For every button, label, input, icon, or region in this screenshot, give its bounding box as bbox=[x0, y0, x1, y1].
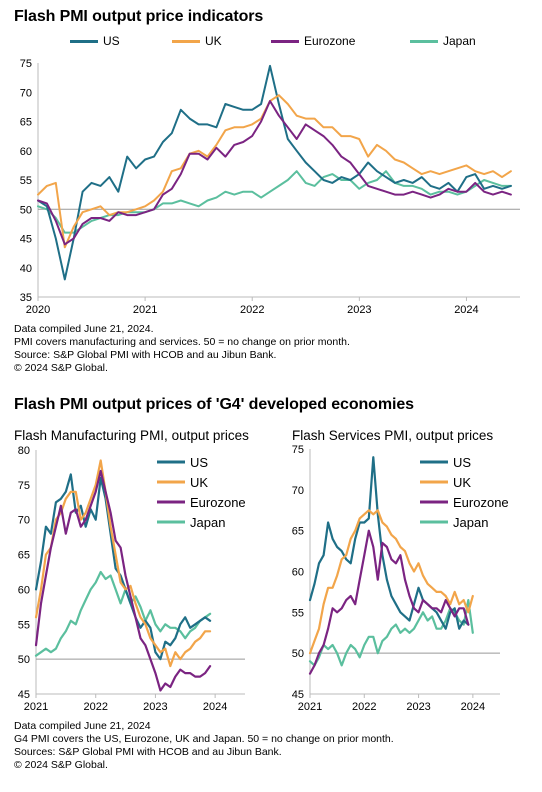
y-tick-label: 65 bbox=[20, 117, 32, 129]
x-tick-label: 2024 bbox=[461, 701, 485, 713]
y-tick-label: 55 bbox=[292, 607, 304, 619]
legend-item-us: US bbox=[70, 34, 120, 48]
series-line-japan bbox=[308, 598, 474, 667]
legend-label-eurozone: Eurozone bbox=[304, 34, 356, 48]
top-note-line: PMI covers manufacturing and services. 5… bbox=[14, 336, 350, 348]
legend-item-japan: Japan bbox=[410, 34, 476, 48]
x-tick-label: 2021 bbox=[298, 701, 322, 713]
legend-label-eurozone: Eurozone bbox=[453, 495, 509, 510]
bottom-note-line: © 2024 S&P Global. bbox=[14, 759, 108, 771]
series-line-uk bbox=[308, 509, 474, 655]
x-tick-label: 2024 bbox=[203, 701, 227, 713]
legend-label-us: US bbox=[190, 455, 208, 470]
legend-swatch-eurozone bbox=[271, 39, 299, 43]
x-tick-label: 2022 bbox=[240, 304, 264, 316]
y-tick-label: 55 bbox=[20, 175, 32, 187]
top-chart-svg: 35 40 45 50 55 60 65 70 75 2020 2021 2022 2023 2024 bbox=[20, 58, 520, 316]
top-chart-legend: US UK Eurozone Japan bbox=[0, 32, 542, 52]
mfg-chart-title: Flash Manufacturing PMI, output prices bbox=[14, 428, 249, 443]
y-tick-label: 70 bbox=[18, 515, 30, 527]
y-tick-label: 70 bbox=[20, 87, 32, 99]
svc-chart-title: Flash Services PMI, output prices bbox=[292, 428, 494, 443]
series-line-eurozone bbox=[308, 529, 470, 675]
y-tick-label: 50 bbox=[292, 648, 304, 660]
svc-chart-svg: 45 50 55 60 65 70 75 2021 2022 2023 2024 US UK Eurozo… bbox=[292, 444, 509, 713]
legend-item-eurozone: Eurozone bbox=[271, 34, 355, 48]
x-tick-label: 2020 bbox=[26, 304, 50, 316]
top-note-line: Data compiled June 21, 2024. bbox=[14, 323, 154, 335]
top-chart-title: Flash PMI output price indicators bbox=[14, 8, 264, 25]
x-tick-label: 2023 bbox=[406, 701, 430, 713]
legend-label-us: US bbox=[453, 455, 471, 470]
y-tick-label: 45 bbox=[18, 689, 30, 701]
legend-item-uk: UK bbox=[172, 34, 222, 48]
series-line-us bbox=[308, 456, 470, 630]
bottom-section-title: Flash PMI output prices of 'G4' develope… bbox=[14, 396, 414, 413]
series-line-uk bbox=[34, 459, 212, 668]
x-tick-label: 2024 bbox=[454, 304, 478, 316]
x-tick-label: 2022 bbox=[352, 701, 376, 713]
y-tick-label: 40 bbox=[20, 263, 32, 275]
legend-label-japan: Japan bbox=[443, 34, 476, 48]
y-tick-label: 50 bbox=[18, 654, 30, 666]
top-chart: 35 40 45 50 55 60 65 70 75 2020 2021 2022 2023 2024 bbox=[0, 0, 542, 325]
y-tick-label: 45 bbox=[20, 234, 32, 246]
y-tick-label: 70 bbox=[292, 485, 304, 497]
top-note-line: © 2024 S&P Global. bbox=[14, 362, 108, 374]
y-tick-label: 75 bbox=[20, 58, 32, 70]
y-tick-label: 60 bbox=[20, 146, 32, 158]
y-tick-label: 60 bbox=[18, 584, 30, 596]
legend-swatch-japan bbox=[410, 39, 438, 43]
y-tick-label: 45 bbox=[292, 689, 304, 701]
x-tick-label: 2023 bbox=[347, 304, 371, 316]
legend-label-eurozone: Eurozone bbox=[190, 495, 246, 510]
bottom-note-line: G4 PMI covers the US, Eurozone, UK and J… bbox=[14, 733, 394, 745]
legend-label-uk: UK bbox=[205, 34, 222, 48]
y-tick-label: 75 bbox=[292, 444, 304, 456]
y-tick-label: 75 bbox=[18, 480, 30, 492]
y-tick-label: 60 bbox=[292, 567, 304, 579]
series-line-eurozone bbox=[34, 469, 212, 692]
y-tick-label: 65 bbox=[18, 550, 30, 562]
y-tick-label: 55 bbox=[18, 619, 30, 631]
top-notes: Data compiled June 21, 2024. PMI covers … bbox=[14, 323, 350, 375]
legend-label-uk: UK bbox=[453, 475, 471, 490]
bottom-notes: Data compiled June 21, 2024 G4 PMI cover… bbox=[14, 720, 394, 772]
series-line-japan bbox=[37, 170, 512, 234]
x-tick-label: 2023 bbox=[143, 701, 167, 713]
y-tick-label: 65 bbox=[292, 526, 304, 538]
bottom-note-line: Sources: S&P Global PMI with HCOB and au… bbox=[14, 746, 282, 758]
y-tick-label: 80 bbox=[18, 445, 30, 457]
bottom-note-line: Data compiled June 21, 2024 bbox=[14, 720, 151, 732]
legend-label-japan: Japan bbox=[190, 515, 225, 530]
legend-swatch-uk bbox=[172, 39, 200, 43]
top-note-line: Source: S&P Global PMI with HCOB and au … bbox=[14, 349, 277, 361]
legend-label-japan: Japan bbox=[453, 515, 488, 530]
x-tick-label: 2021 bbox=[133, 304, 157, 316]
mfg-chart-svg: 45 50 55 60 65 70 75 80 2021 2022 2023 2024 US UK Euro… bbox=[18, 445, 246, 713]
y-tick-label: 35 bbox=[20, 292, 32, 304]
y-tick-label: 50 bbox=[20, 204, 32, 216]
series-line-us bbox=[34, 473, 212, 661]
legend-label-us: US bbox=[103, 34, 120, 48]
x-tick-label: 2022 bbox=[83, 701, 107, 713]
series-line-japan bbox=[34, 570, 212, 657]
series-line-us bbox=[37, 64, 512, 281]
series-line-eurozone bbox=[37, 100, 512, 246]
legend-swatch-us bbox=[70, 39, 98, 43]
x-tick-label: 2021 bbox=[24, 701, 48, 713]
legend-label-uk: UK bbox=[190, 475, 208, 490]
